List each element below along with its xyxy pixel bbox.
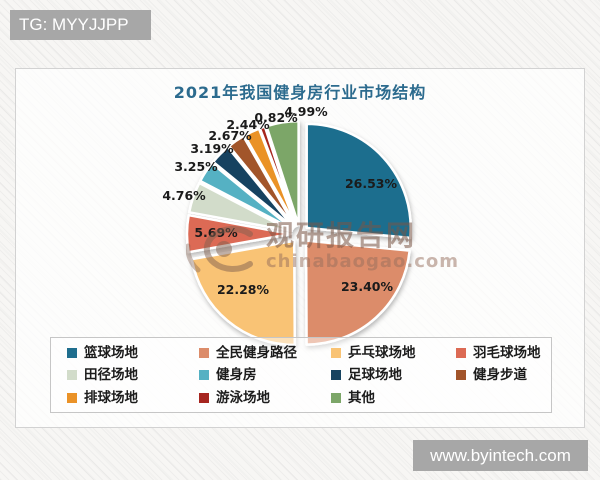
legend-marker-icon: [456, 370, 466, 380]
legend-item-10: 游泳场地: [199, 390, 331, 406]
legend-label: 其他: [348, 389, 375, 406]
legend-grid: 篮球场地 全民健身路径 乒乓球场地 羽毛球场地田径场地 健身房 足球场地 健身步道排球场地 游…: [51, 338, 551, 412]
legend-marker-icon: [199, 392, 209, 403]
legend-item-2: 全民健身路径: [199, 345, 331, 361]
legend-label: 田径场地: [84, 367, 138, 383]
legend-marker-icon: [331, 370, 341, 380]
site-url-badge: www.byintech.com: [413, 440, 588, 471]
legend-label: 羽毛球场地: [473, 344, 541, 361]
legend-label: 健身步道: [473, 367, 527, 383]
legend-item-1: 篮球场地: [67, 345, 199, 361]
pie-percent-label-4: 5.69%: [194, 225, 238, 240]
legend-label: 乒乓球场地: [348, 344, 416, 361]
pie-percent-label-9: 2.44%: [226, 117, 270, 132]
legend-label: 足球场地: [348, 367, 402, 383]
pie-slice-11: [265, 119, 300, 227]
legend-item-7: 足球场地: [331, 367, 456, 383]
legend-label: 全民健身路径: [216, 344, 297, 361]
chart-legend: 篮球场地 全民健身路径 乒乓球场地 羽毛球场地田径场地 健身房 足球场地 健身步道排球场地 游…: [50, 337, 552, 413]
legend-label: 篮球场地: [84, 344, 138, 361]
pie-percent-label-3: 22.28%: [217, 282, 270, 297]
pie-percent-label-10: 0.82%: [254, 110, 298, 125]
legend-item-6: 健身房: [199, 367, 331, 383]
legend-item-11: 其他: [331, 390, 456, 406]
chart-title: 2021年我国健身房行业市场结构: [173, 83, 427, 102]
legend-marker-icon: [456, 347, 466, 358]
legend-marker-icon: [331, 347, 341, 358]
legend-item-5: 田径场地: [67, 367, 199, 383]
telegram-watermark-badge: TG: MYYJJPP: [10, 10, 151, 40]
pie-slice-5: [187, 181, 293, 233]
legend-label: 游泳场地: [216, 389, 270, 406]
pie-percent-label-6: 3.25%: [174, 159, 218, 174]
pie-slice-6: [198, 162, 294, 231]
legend-item-4: 羽毛球场地: [456, 345, 551, 361]
legend-label: 排球场地: [84, 389, 138, 406]
legend-marker-icon: [199, 370, 209, 380]
pie-percent-label-2: 23.40%: [341, 279, 394, 294]
pie-percent-label-1: 26.53%: [345, 176, 398, 191]
legend-item-3: 乒乓球场地: [331, 345, 456, 361]
legend-item-8: 健身步道: [456, 367, 551, 383]
legend-label: 健身房: [216, 367, 257, 383]
pie-slice-8: [227, 134, 297, 228]
pie-slice-7: [211, 145, 295, 229]
pie-percent-label-7: 3.19%: [190, 141, 234, 156]
pie-percent-label-11: 4.99%: [284, 104, 328, 119]
legend-marker-icon: [199, 347, 209, 358]
legend-marker-icon: [331, 392, 341, 403]
legend-marker-icon: [67, 347, 77, 358]
legend-marker-icon: [67, 392, 77, 403]
pie-slice-10: [258, 125, 299, 227]
pie-percent-label-5: 4.76%: [162, 188, 206, 203]
legend-marker-icon: [67, 370, 77, 380]
pie-slice-1: [305, 122, 412, 240]
legend-item-9: 排球场地: [67, 390, 199, 406]
pie-percent-label-8: 2.67%: [208, 128, 252, 143]
